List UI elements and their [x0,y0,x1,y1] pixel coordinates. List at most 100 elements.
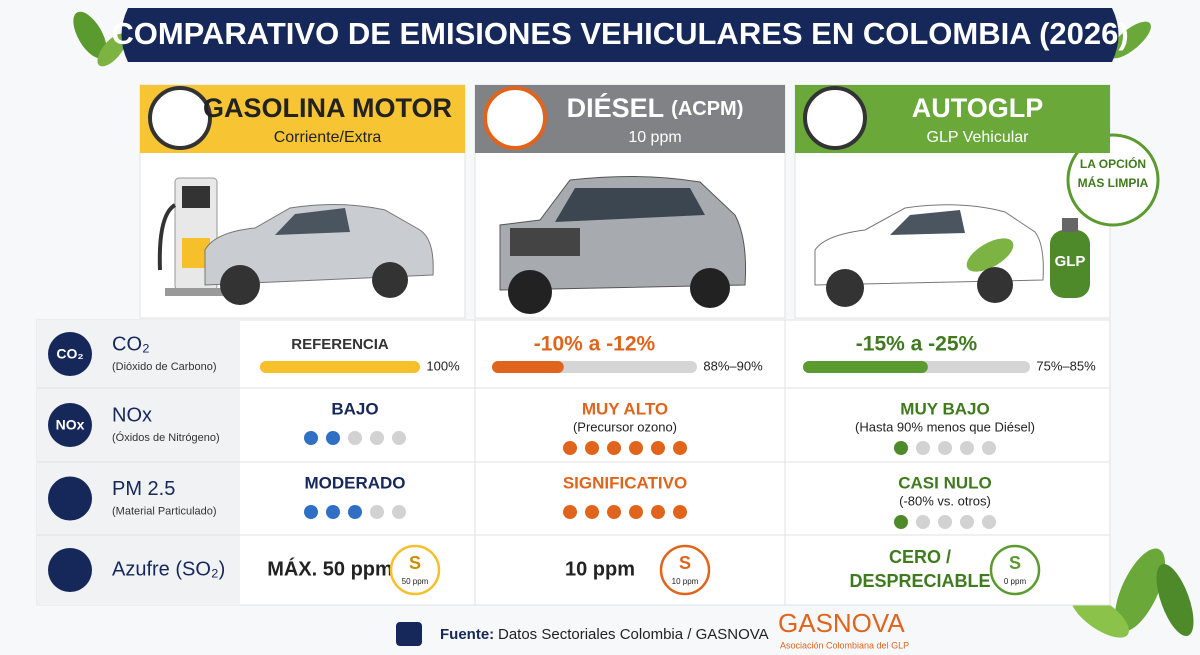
rating-dot [563,505,577,519]
bar-fill [492,361,564,373]
cell-text: MUY BAJO [900,399,989,418]
bar-range: 88%–90% [703,358,763,373]
leaves-left [73,11,127,67]
rating-dot [348,505,362,519]
rating-dot [326,431,340,445]
car-glp [814,204,1090,307]
row-icon [48,332,92,376]
sulfur-badge [389,544,441,596]
cell-text: MUY ALTO [582,399,668,418]
row-sublabel: (Material Particulado) [112,505,217,517]
bar-range: 75%–85% [1036,358,1096,373]
rating-dot [607,505,621,519]
bar-fill [803,361,928,373]
row-icon [48,476,92,521]
cell-text: -10% a -12% [534,333,656,356]
sulfur-symbol: S [1009,553,1021,573]
column-name: AUTOGLP [912,93,1044,123]
rating-dot [894,515,908,529]
row-sublabel: (Óxidos de Nitrógeno) [112,431,220,444]
badge [1066,133,1160,227]
footer-icon [396,622,422,646]
rating-dot [392,505,406,519]
cell-text: CASI NULO [898,473,992,492]
badge-text: LA OPCIÓN [1080,156,1146,171]
row-label: PM 2.5 [112,478,175,500]
sulfur-note: 10 ppm [672,577,699,586]
row-icon-text: CO₂ [56,346,83,362]
bar-range: 100% [426,358,460,373]
footer-label: Fuente: [440,626,494,643]
column-subtitle: 10 ppm [628,129,681,146]
rating-dot [982,515,996,529]
cell-text: 10 ppm [565,558,635,580]
logo-sub: Asociación Colombiana del GLP [780,640,909,650]
cell-note: (-80% vs. otros) [899,493,991,508]
sulfur-symbol: S [409,553,421,573]
cell-note: (Hasta 90% menos que Diésel) [855,419,1035,434]
rating-dot [304,505,318,519]
rating-dot [607,441,621,455]
column-name-main: AUTOGLP [912,93,1044,123]
rating-dot [370,505,384,519]
column-icon [148,86,212,150]
rating-dot [563,441,577,455]
rating-dot [673,441,687,455]
logo: GASNOVA [778,608,905,638]
car-suv [499,175,747,314]
rating-dot [894,441,908,455]
row-icon [48,548,92,592]
rating-dot [392,431,406,445]
rating-dot [938,515,952,529]
column-name-main: GASOLINA MOTOR [203,93,452,123]
sulfur-badge [659,544,711,596]
rating-dot [960,515,974,529]
rating-dot [629,441,643,455]
cell-text: BAJO [331,399,378,418]
column-subtitle: Corriente/Extra [274,129,382,146]
rating-dot [348,431,362,445]
rating-dot [585,441,599,455]
row-label: NOx [112,404,152,426]
rating-dot [960,441,974,455]
cell-text: MODERADO [304,473,405,492]
column-icon [803,86,867,150]
title-banner [121,8,1119,62]
row-label: CO₂ [112,333,150,355]
cell-text: DESPRECIABLE [849,571,990,591]
badge-text: MÁS LIMPIA [1078,175,1149,190]
cell-text: SIGNIFICATIVO [563,473,687,492]
sulfur-badge [989,544,1041,596]
rating-dot [651,441,665,455]
sulfur-note: 50 ppm [402,577,429,586]
bar-fill [260,361,420,373]
rating-dot [673,505,687,519]
rating-dot [629,505,643,519]
row-sublabel: (Dióxido de Carbono) [112,361,217,373]
rating-dot [304,431,318,445]
rating-dot [370,431,384,445]
rating-dot [916,441,930,455]
cell-text: CERO / [889,547,951,567]
row-icon [48,403,92,447]
rating-dot [651,505,665,519]
column-name-main: DIÉSEL [567,92,664,123]
rating-dot [982,441,996,455]
rating-dot [938,441,952,455]
column-subtitle: GLP Vehicular [927,129,1030,146]
car-sedan [204,203,434,305]
column-name: GASOLINA MOTOR [203,93,452,123]
cell-note: (Precursor ozono) [573,419,677,434]
sulfur-note: 0 ppm [1004,577,1027,586]
footer-source: Datos Sectoriales Colombia / GASNOVA [498,626,769,643]
rating-dot [585,505,599,519]
cell-text: REFERENCIA [291,336,389,353]
cell-text: MÁX. 50 ppm [267,557,393,580]
cell-text: -15% a -25% [856,333,978,356]
sulfur-symbol: S [679,553,691,573]
rating-dot [916,515,930,529]
cylinder-label: GLP [1055,253,1086,270]
row-icon-text: NOx [56,417,85,433]
